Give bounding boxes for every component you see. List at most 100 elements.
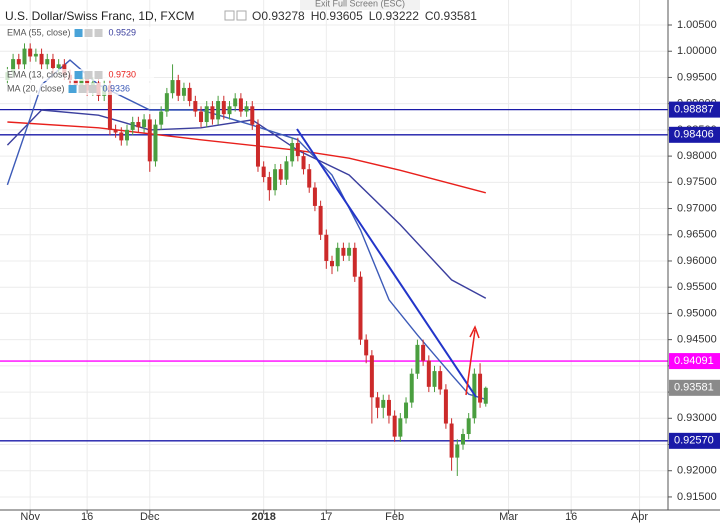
x-tick-label: 16: [565, 511, 577, 523]
candle-body: [233, 98, 238, 107]
candle-body: [187, 87, 192, 102]
ohlc-value: 0.93222: [375, 9, 419, 23]
candle-body: [386, 399, 391, 416]
candle-body: [438, 371, 443, 390]
candle-body: [56, 64, 61, 69]
candle-body: [273, 169, 278, 191]
candle-body: [22, 48, 27, 65]
candle-body: [216, 101, 221, 120]
candle-body: [426, 360, 431, 387]
candle-body: [324, 234, 329, 261]
legend-value: 0.9336: [103, 83, 131, 93]
candle-body: [341, 247, 346, 256]
candle-body: [204, 106, 209, 123]
ohlc-value: 0.93278: [261, 9, 305, 23]
ohlc-key: H: [311, 9, 320, 23]
y-tick-label: 0.97000: [677, 202, 717, 214]
fullscreen-hint[interactable]: Exit Full Screen (ESC): [315, 0, 405, 8]
candle-body: [478, 373, 483, 403]
legend: EMA (55, close) 0.9529 EMA (13, close) 0.97…: [4, 27, 154, 95]
legend-value: 0.9730: [109, 69, 137, 79]
candle-body: [227, 106, 232, 115]
y-tick-label: 0.92000: [677, 465, 717, 477]
y-tick-label: 0.96000: [677, 255, 717, 267]
x-tick-label: Feb: [385, 511, 404, 523]
candle-body: [375, 397, 380, 408]
candle-body: [358, 276, 363, 340]
y-tick-label: 0.98000: [677, 150, 717, 162]
candle-body: [119, 132, 124, 141]
level-label-bg: [669, 353, 720, 370]
candle-body: [159, 111, 164, 125]
candle-body: [335, 247, 340, 267]
legend-icon[interactable]: [94, 71, 103, 79]
legend-name: EMA (13, close): [7, 69, 71, 79]
legend-icon[interactable]: [84, 29, 93, 37]
candle-body: [28, 48, 33, 57]
candle-body: [39, 53, 44, 65]
candle-body: [250, 106, 255, 125]
arrow-head: [469, 325, 480, 339]
level-label-bg: [669, 432, 720, 449]
candle-body: [318, 205, 323, 235]
x-tick-label: Dec: [140, 511, 160, 523]
candle-body: [221, 101, 226, 115]
legend-icon[interactable]: [74, 29, 83, 37]
candle-body: [33, 53, 38, 57]
legend-name: EMA (55, close): [7, 27, 71, 37]
legend-name: MA (20, close): [7, 83, 65, 93]
icon[interactable]: [236, 10, 247, 21]
candle-body: [238, 98, 243, 112]
title-icons: [224, 10, 247, 21]
candle-body: [45, 59, 50, 65]
candle-body: [124, 129, 129, 141]
ohlc-key: O: [252, 9, 261, 23]
y-tick-label: 0.96500: [677, 229, 717, 241]
legend-icon[interactable]: [84, 71, 93, 79]
candle-body: [244, 106, 249, 112]
axes: 1.005001.000000.995000.990000.985000.980…: [20, 19, 720, 523]
fullscreen-hint-bg: [300, 0, 420, 10]
level-label-bg: [669, 101, 720, 118]
candle-body: [142, 119, 147, 128]
x-tick-label: 17: [320, 511, 332, 523]
candle-body: [130, 122, 135, 130]
candle-body: [16, 59, 21, 65]
candle-body: [455, 444, 460, 458]
legend-icon[interactable]: [74, 71, 83, 79]
x-tick-label: 2018: [251, 511, 275, 523]
legend-icon[interactable]: [94, 29, 103, 37]
candle-body: [136, 122, 141, 128]
legend-icon[interactable]: [88, 85, 97, 93]
level-label: 0.94091: [674, 355, 714, 367]
y-tick-label: 0.99500: [677, 71, 717, 83]
candle-body: [290, 142, 295, 162]
candle-body: [113, 129, 118, 133]
candle-body: [278, 169, 283, 180]
candle-body: [170, 80, 175, 94]
candle-body: [164, 93, 169, 112]
icon[interactable]: [224, 10, 235, 21]
legend-icon[interactable]: [68, 85, 77, 93]
candle-body: [312, 187, 317, 206]
last-price-bg: [669, 379, 720, 396]
x-tick-label: Mar: [499, 511, 518, 523]
candle-body: [50, 59, 55, 69]
candle-body: [381, 399, 386, 408]
legend-icon[interactable]: [78, 85, 87, 93]
level-label: 0.98887: [674, 103, 714, 115]
candle-body: [347, 247, 352, 256]
candle-body: [284, 161, 289, 180]
y-tick-label: 0.95000: [677, 307, 717, 319]
ohlc-header: O 0.93278 H 0.93605 L 0.93222 C 0.93581: [252, 9, 477, 23]
candle-body: [483, 387, 488, 404]
candle-body: [460, 434, 465, 445]
x-tick-label: Nov: [20, 511, 40, 523]
chart-title: U.S. Dollar/Swiss Franc, 1D, FXCM: [5, 9, 194, 23]
x-tick-label: Apr: [631, 511, 648, 523]
y-tick-label: 1.00500: [677, 19, 717, 31]
x-tick-label: 16: [81, 511, 93, 523]
candle-body: [255, 124, 260, 167]
candle-body: [107, 85, 112, 130]
candle-body: [153, 124, 158, 162]
